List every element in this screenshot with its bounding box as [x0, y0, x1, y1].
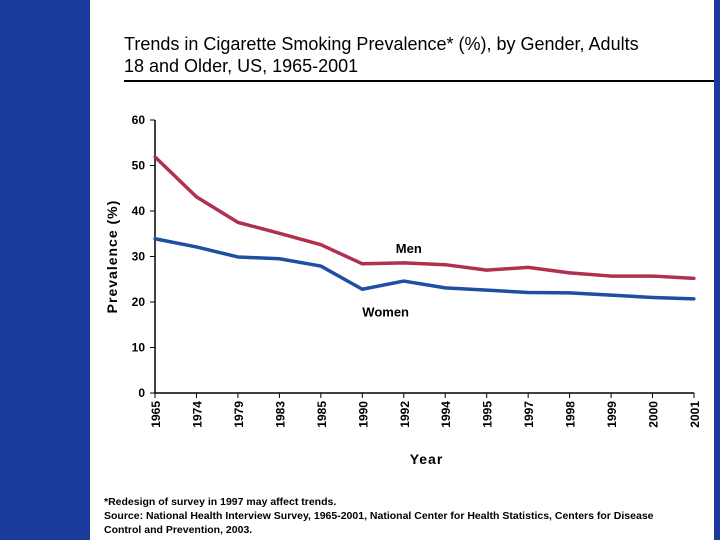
slide: Trends in Cigarette Smoking Prevalence* … — [90, 0, 714, 540]
data-point-men — [360, 262, 364, 266]
data-point-women — [360, 287, 364, 291]
data-point-women — [153, 237, 157, 241]
footnote-line-2: Source: National Health Interview Survey… — [104, 510, 654, 522]
x-tick-label: 1974 — [190, 401, 204, 428]
x-tick-label: 1965 — [149, 401, 163, 428]
y-tick-label: 40 — [132, 204, 146, 218]
title-divider — [124, 80, 714, 82]
x-tick-label: 1992 — [398, 401, 412, 428]
series-label-men: Men — [396, 241, 422, 256]
series-line-women — [154, 237, 695, 301]
x-tick-label: 1979 — [232, 401, 246, 428]
y-tick-label: 30 — [132, 250, 146, 264]
y-tick-label: 60 — [132, 113, 146, 127]
y-tick-label: 50 — [132, 159, 146, 173]
left-accent-bar — [0, 0, 90, 540]
data-point-women — [650, 295, 655, 300]
data-point-men — [568, 271, 572, 275]
data-point-men — [692, 276, 696, 280]
data-point-women — [443, 286, 447, 290]
data-point-men — [153, 155, 157, 159]
data-point-men — [277, 231, 281, 235]
x-tick-label: 1997 — [522, 401, 536, 428]
x-axis-title: Year — [410, 451, 444, 467]
y-tick-label: 20 — [132, 295, 146, 309]
data-point-women — [319, 264, 323, 268]
slide-title: Trends in Cigarette Smoking Prevalence* … — [124, 33, 714, 77]
slide-title-line-1: Trends in Cigarette Smoking Prevalence* … — [124, 34, 639, 54]
data-point-women — [692, 297, 696, 301]
data-point-women — [194, 245, 199, 249]
slide-title-line-2: 18 and Older, US, 1965-2001 — [124, 56, 359, 76]
x-tick-label: 2001 — [688, 401, 702, 428]
data-point-men — [485, 268, 489, 272]
data-point-men — [194, 195, 199, 199]
footnote-line-1: *Redesign of survey in 1997 may affect t… — [104, 496, 337, 508]
x-tick-label: 1990 — [356, 401, 370, 428]
data-point-men — [236, 220, 240, 224]
data-point-women — [402, 279, 406, 283]
x-tick-label: 1999 — [605, 401, 619, 428]
data-point-men — [443, 263, 447, 267]
data-point-women — [236, 255, 240, 259]
footnote-line-3: Control and Prevention, 2003. — [104, 524, 253, 536]
x-tick-label: 2000 — [647, 401, 661, 428]
data-point-women — [609, 293, 613, 297]
y-tick-label: 10 — [132, 341, 146, 355]
data-point-women — [277, 257, 281, 261]
series-line-men — [153, 155, 695, 281]
data-point-men — [402, 261, 406, 265]
data-point-men — [650, 274, 655, 278]
data-point-men — [609, 274, 613, 278]
x-tick-label: 1985 — [315, 401, 329, 428]
right-accent-edge — [714, 0, 720, 540]
x-tick-label: 1994 — [439, 401, 453, 428]
footnote: *Redesign of survey in 1997 may affect t… — [104, 495, 704, 537]
y-tick-label: 0 — [138, 386, 145, 400]
series-label-women: Women — [362, 304, 409, 319]
y-axis-title: Prevalence (%) — [104, 200, 120, 314]
data-point-men — [319, 243, 323, 247]
data-point-men — [526, 265, 530, 270]
x-tick-label: 1983 — [273, 401, 287, 428]
x-tick-label: 1995 — [481, 401, 495, 428]
x-tick-label: 1998 — [564, 401, 578, 428]
data-point-women — [485, 288, 489, 292]
data-point-women — [526, 290, 530, 295]
data-point-women — [568, 291, 572, 295]
